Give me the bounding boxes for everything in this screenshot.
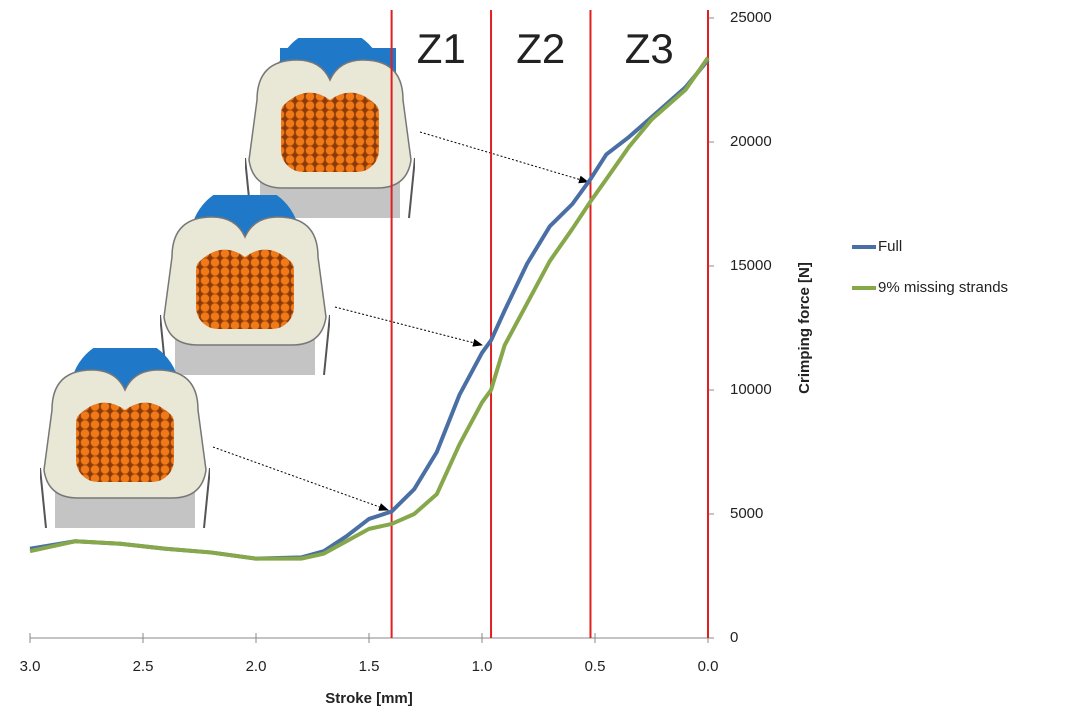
y-tick-label: 0 [730,629,738,646]
y-axis-title: Crimping force [N] [796,262,813,394]
x-tick-label: 2.0 [246,658,267,675]
y-tick-label: 25000 [730,9,772,26]
y-tick-label: 5000 [730,505,763,522]
y-tick-label: 10000 [730,381,772,398]
x-tick-label: 3.0 [20,658,41,675]
x-tick-label: 1.5 [359,658,380,675]
y-tick-label: 15000 [730,257,772,274]
legend-label: Full [878,238,902,255]
x-tick-label: 0.5 [585,658,606,675]
pointer-arrow [419,131,589,184]
x-tick-label: 0.0 [698,658,719,675]
zone-label: Z2 [516,25,565,72]
zone-label: Z3 [625,25,674,72]
pointer-arrow [212,446,389,511]
x-tick-label: 2.5 [133,658,154,675]
series-line [29,56,710,561]
x-tick-label: 1.0 [472,658,493,675]
illustrations [40,28,589,528]
legend-label: 9% missing strands [878,279,1008,296]
x-axis-title: Stroke [mm] [325,690,413,707]
y-tick-label: 20000 [730,133,772,150]
zone-label: Z1 [417,25,466,72]
pointer-arrow [334,306,483,347]
